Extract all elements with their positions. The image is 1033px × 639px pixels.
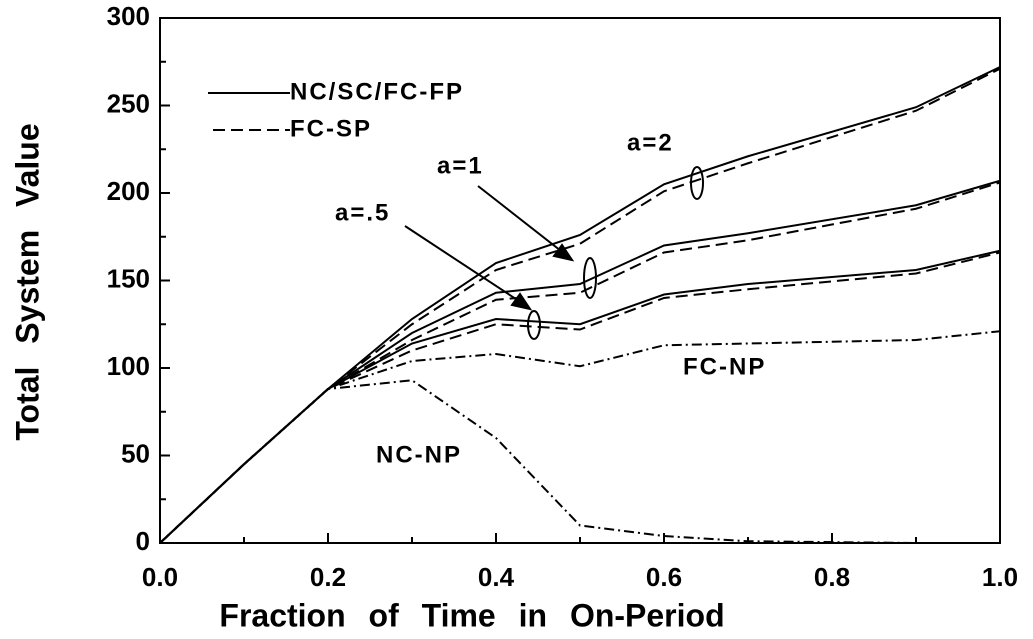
series-line [159,67,1001,544]
annotation: a=.5 [335,199,390,226]
series-line [159,330,1001,544]
plot-frame [159,17,1001,544]
annotation: a=1 [437,152,484,179]
y-tick-label: 250 [107,88,150,118]
x-tick-label: 1.0 [982,562,1018,592]
series-line [159,181,1001,544]
annotation: a=2 [627,129,674,156]
x-tick-label: 0.4 [478,562,515,592]
y-tick-label: 0 [136,526,150,556]
x-tick-label: 0.8 [814,562,850,592]
series-line [159,379,1000,544]
legend-label: FC-SP [290,115,372,142]
annotation-shapes [404,166,704,340]
x-axis-title: Fraction of Time in On-Period [219,597,724,633]
y-tick-label: 100 [107,351,150,381]
series-line [159,66,1001,544]
annotation: NC-NP [376,441,462,468]
series-line [159,251,1001,544]
y-axis-title: Total System Value [9,123,45,440]
y-tick-label: 150 [107,263,150,293]
series-line [159,249,1001,544]
x-tick-label: 0.6 [646,562,682,592]
x-tick-label: 0.0 [142,562,178,592]
y-tick-label: 200 [107,176,150,206]
y-tick-label: 300 [107,1,150,31]
x-tick-label: 0.2 [310,562,346,592]
legend-label: NC/SC/FC-FP [290,78,464,105]
y-tick-label: 50 [121,438,150,468]
annotation: FC-NP [683,353,766,380]
